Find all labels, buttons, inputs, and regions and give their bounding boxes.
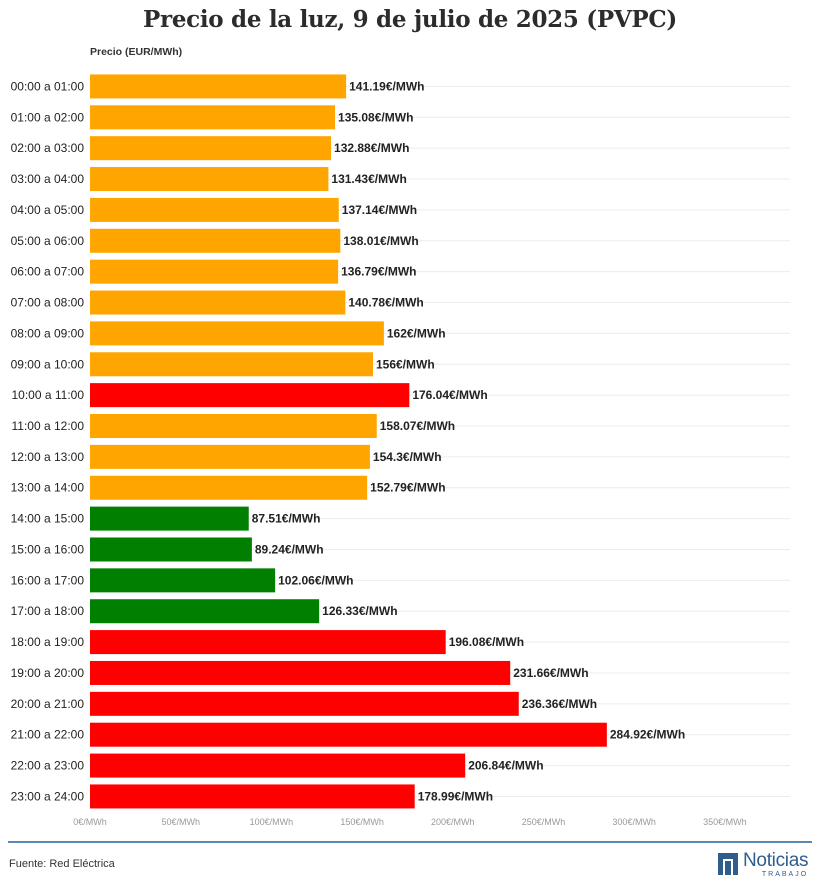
value-label: 158.07€/MWh bbox=[380, 419, 455, 433]
bar bbox=[90, 321, 384, 346]
bar bbox=[90, 444, 370, 469]
x-tick-label: 0€/MWh bbox=[73, 817, 107, 827]
category-label: 11:00 a 12:00 bbox=[11, 419, 84, 433]
value-label: 131.43€/MWh bbox=[331, 172, 406, 186]
bar bbox=[90, 506, 249, 531]
value-label: 138.01€/MWh bbox=[343, 234, 418, 248]
x-tick-label: 50€/MWh bbox=[161, 817, 200, 827]
category-label: 22:00 a 23:00 bbox=[11, 759, 85, 773]
bar bbox=[90, 259, 339, 284]
value-label: 132.88€/MWh bbox=[334, 141, 409, 155]
bar bbox=[90, 784, 415, 809]
bar bbox=[90, 352, 373, 377]
value-label: 154.3€/MWh bbox=[373, 450, 442, 464]
value-label: 135.08€/MWh bbox=[338, 110, 413, 124]
category-label: 02:00 a 03:00 bbox=[11, 141, 85, 155]
bar-chart: 00:00 a 01:00 141.19€/MWh 01:00 a 02:00 135… bbox=[11, 74, 790, 827]
bar bbox=[90, 105, 336, 130]
bar bbox=[90, 414, 377, 439]
value-label: 176.04€/MWh bbox=[412, 388, 487, 402]
brand-name: Noticias bbox=[743, 849, 809, 871]
value-label: 152.79€/MWh bbox=[370, 481, 445, 495]
x-tick-label: 250€/MWh bbox=[522, 817, 566, 827]
brand-subtitle: TRABAJO bbox=[761, 870, 809, 878]
category-label: 16:00 a 17:00 bbox=[11, 573, 85, 587]
value-label: 162€/MWh bbox=[387, 326, 446, 340]
category-label: 19:00 a 20:00 bbox=[11, 666, 85, 680]
bar bbox=[90, 630, 446, 655]
value-label: 140.78€/MWh bbox=[348, 296, 423, 310]
bar bbox=[90, 537, 252, 562]
bar bbox=[90, 167, 329, 192]
category-label: 17:00 a 18:00 bbox=[11, 604, 85, 618]
value-label: 126.33€/MWh bbox=[322, 604, 397, 618]
source-note: Fuente: Red Eléctrica bbox=[9, 858, 115, 870]
bar bbox=[90, 722, 607, 747]
bar bbox=[90, 599, 320, 624]
value-label: 231.66€/MWh bbox=[513, 666, 588, 680]
x-tick-label: 200€/MWh bbox=[431, 817, 475, 827]
category-label: 13:00 a 14:00 bbox=[11, 481, 85, 495]
value-label: 141.19€/MWh bbox=[349, 79, 424, 93]
value-label: 102.06€/MWh bbox=[278, 573, 353, 587]
bar bbox=[90, 74, 347, 99]
category-label: 09:00 a 10:00 bbox=[11, 357, 85, 371]
bar bbox=[90, 383, 410, 408]
value-label: 236.36€/MWh bbox=[522, 697, 597, 711]
x-tick-label: 300€/MWh bbox=[612, 817, 656, 827]
value-label: 206.84€/MWh bbox=[468, 759, 543, 773]
value-label: 87.51€/MWh bbox=[252, 512, 321, 526]
bar bbox=[90, 753, 466, 778]
category-label: 20:00 a 21:00 bbox=[11, 697, 85, 711]
value-label: 196.08€/MWh bbox=[449, 635, 524, 649]
bar bbox=[90, 660, 511, 685]
bar bbox=[90, 691, 519, 716]
category-label: 15:00 a 16:00 bbox=[11, 542, 85, 556]
category-label: 12:00 a 13:00 bbox=[11, 450, 85, 464]
category-label: 01:00 a 02:00 bbox=[11, 110, 85, 124]
chart-title: Precio de la luz, 9 de julio de 2025 (PV… bbox=[143, 6, 677, 33]
value-label: 137.14€/MWh bbox=[342, 203, 417, 217]
value-label: 284.92€/MWh bbox=[610, 728, 685, 742]
bar bbox=[90, 475, 368, 500]
category-label: 21:00 a 22:00 bbox=[11, 728, 85, 742]
category-label: 06:00 a 07:00 bbox=[11, 265, 85, 279]
category-label: 10:00 a 11:00 bbox=[11, 388, 84, 402]
value-axis-label: Precio (EUR/MWh) bbox=[90, 46, 183, 58]
value-label: 178.99€/MWh bbox=[418, 789, 493, 803]
x-tick-label: 350€/MWh bbox=[703, 817, 747, 827]
category-label: 07:00 a 08:00 bbox=[11, 296, 85, 310]
bar bbox=[90, 290, 346, 315]
category-label: 08:00 a 09:00 bbox=[11, 326, 85, 340]
category-label: 18:00 a 19:00 bbox=[11, 635, 85, 649]
x-tick-label: 100€/MWh bbox=[250, 817, 294, 827]
value-label: 89.24€/MWh bbox=[255, 542, 324, 556]
footer-divider bbox=[8, 841, 812, 843]
bar bbox=[90, 197, 339, 222]
category-label: 05:00 a 06:00 bbox=[11, 234, 85, 248]
category-label: 14:00 a 15:00 bbox=[11, 512, 85, 526]
bar bbox=[90, 136, 332, 161]
brand-logo: Noticias TRABAJO bbox=[718, 849, 809, 878]
category-label: 23:00 a 24:00 bbox=[11, 789, 85, 803]
x-tick-label: 150€/MWh bbox=[340, 817, 384, 827]
brand-icon bbox=[718, 853, 738, 875]
value-label: 156€/MWh bbox=[376, 357, 435, 371]
category-label: 04:00 a 05:00 bbox=[11, 203, 85, 217]
bar bbox=[90, 568, 276, 593]
bar bbox=[90, 228, 341, 253]
value-label: 136.79€/MWh bbox=[341, 265, 416, 279]
category-label: 00:00 a 01:00 bbox=[11, 79, 85, 93]
category-label: 03:00 a 04:00 bbox=[11, 172, 85, 186]
